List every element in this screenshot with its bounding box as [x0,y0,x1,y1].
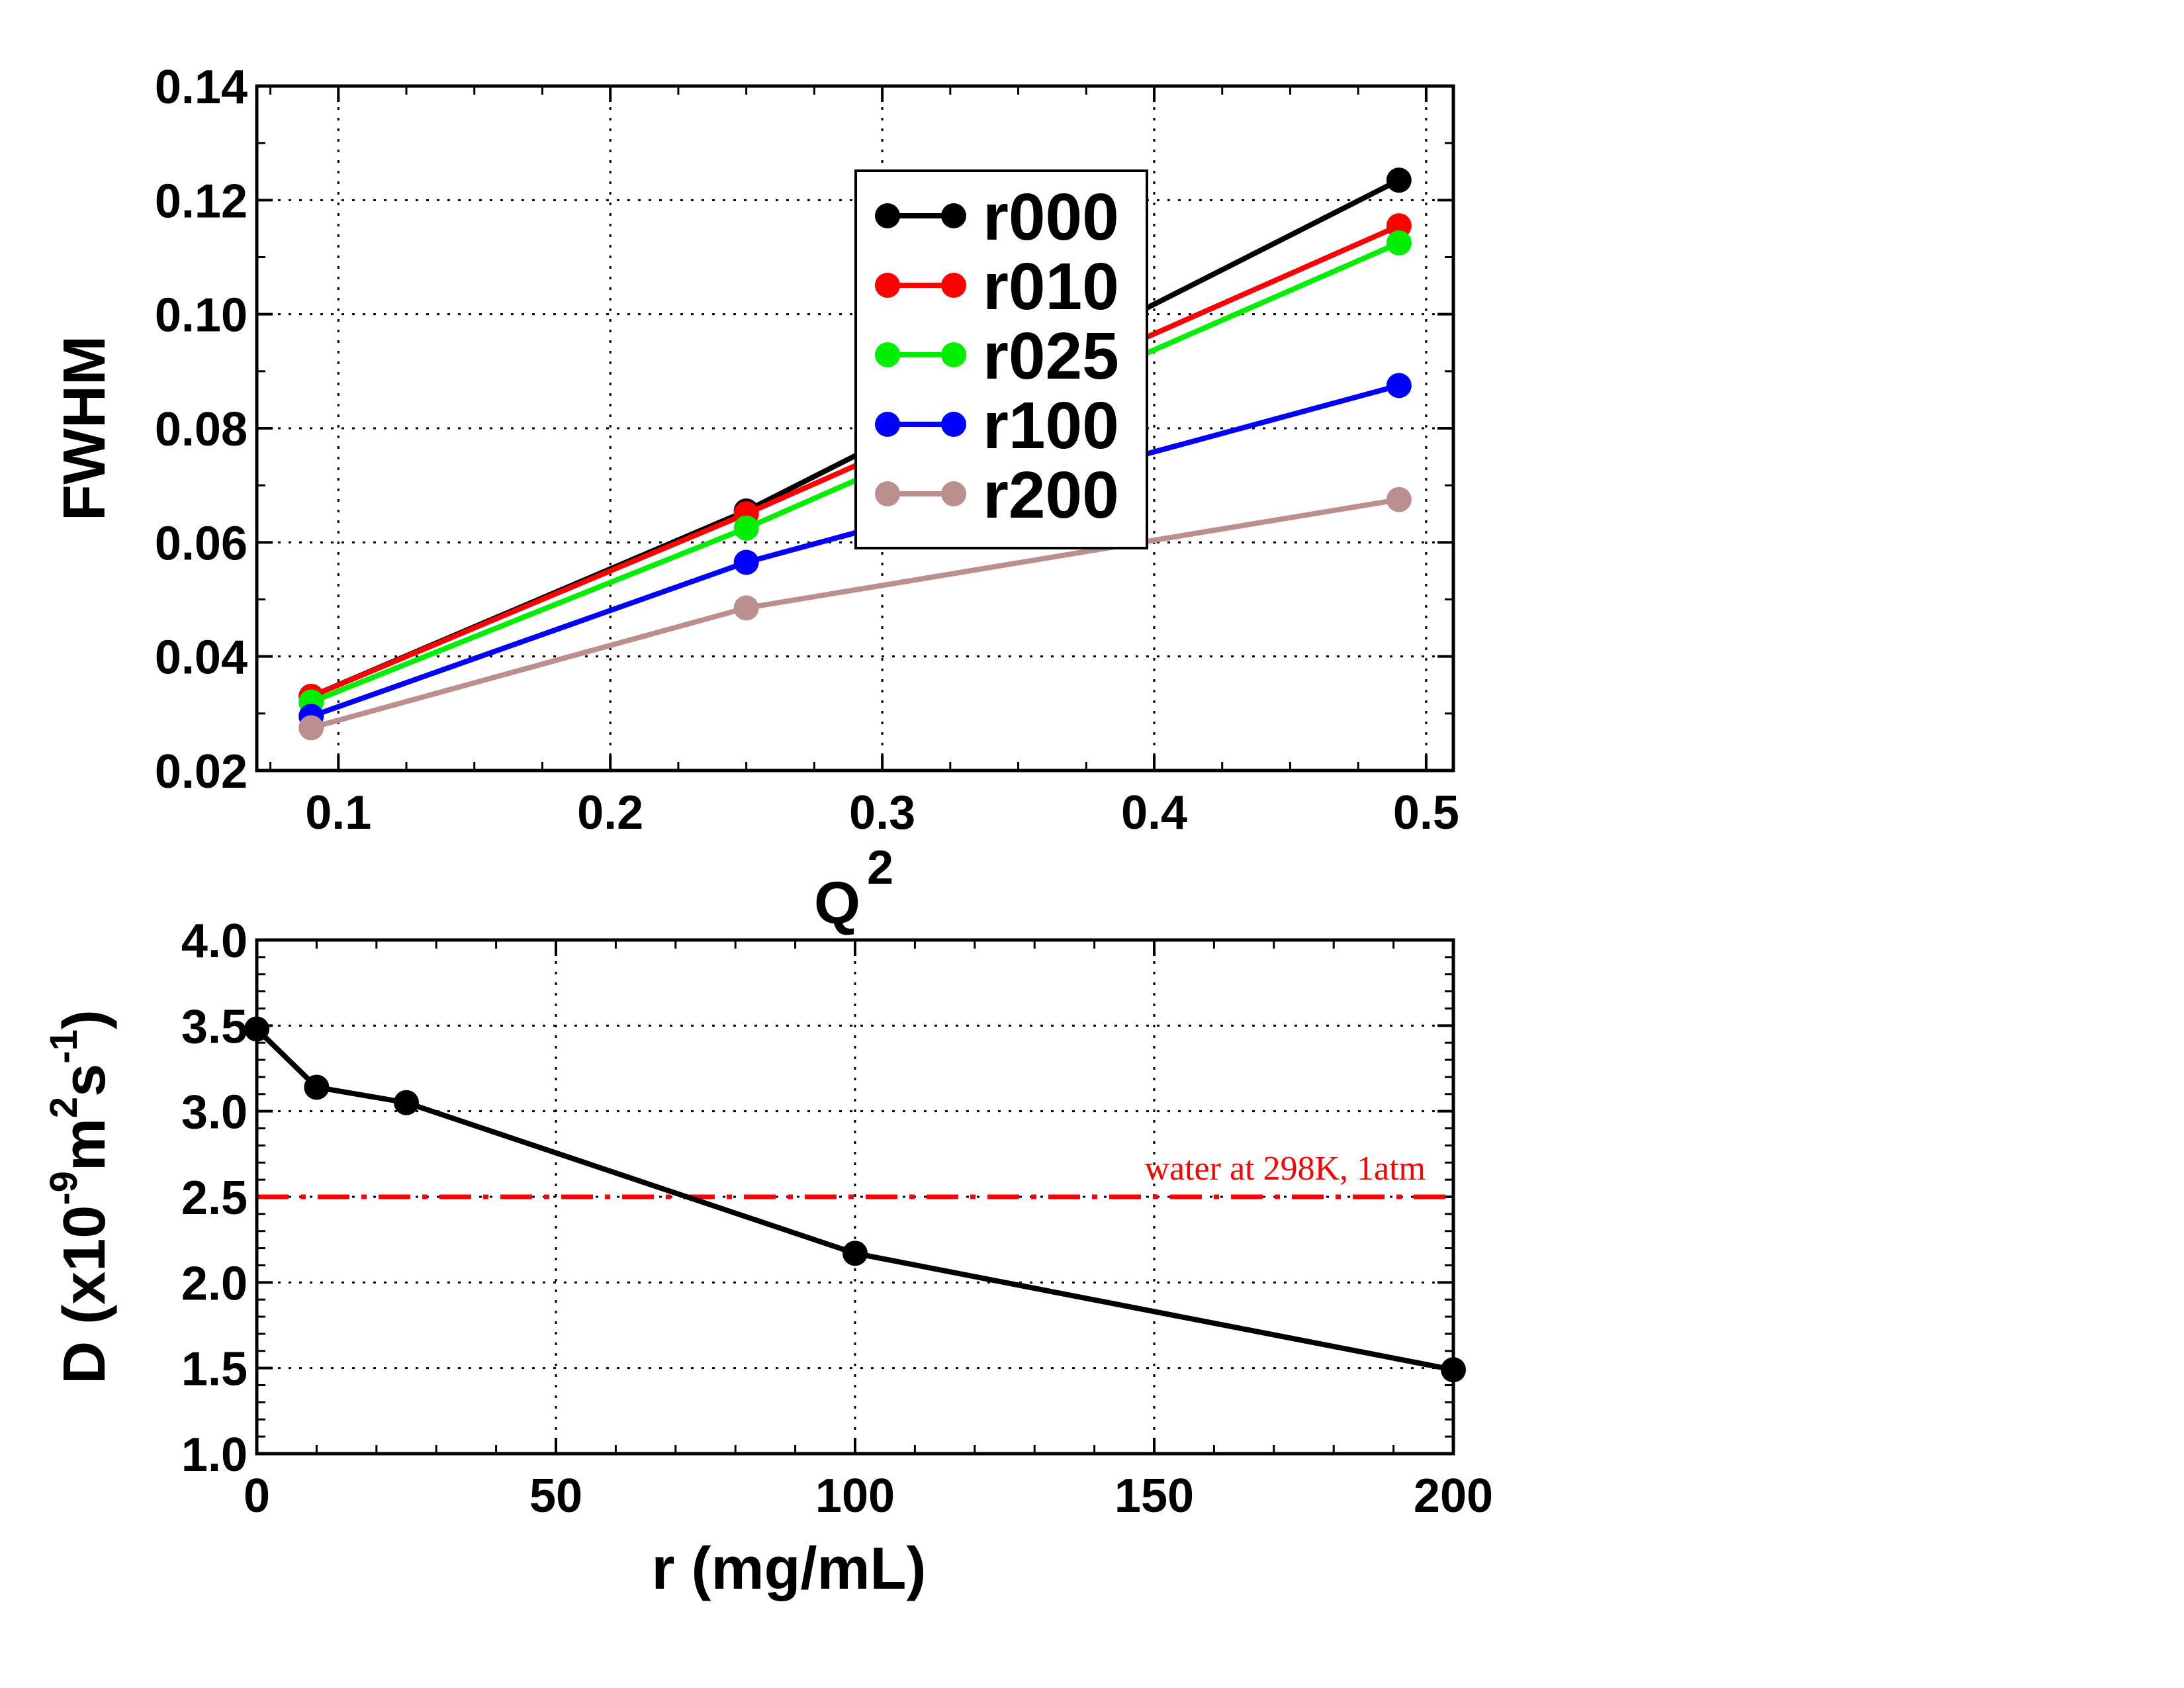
data-point-r025-1 [733,515,759,541]
diffusion-chart: 0 50 100 150 200 1.0 1.5 2.0 2.5 3.0 3.5 4.0 water a… [42,915,1493,1602]
x-axis-title: r (mg/mL) [652,1536,927,1602]
legend-marker-r000 [875,203,900,228]
legend-label-r000: r000 [983,180,1119,254]
legend-label-r200: r200 [983,458,1119,532]
legend-marker-r200 [941,481,966,506]
legend-marker-r025 [875,342,900,367]
x-tick-label: 150 [1115,1470,1194,1523]
y-axis-title-part: -9 [42,1171,85,1205]
x-tick-label: 0.4 [1121,786,1187,839]
y-tick-label: 1.0 [181,1429,248,1481]
y-axis-title-part: ) [52,1009,118,1029]
data-point-0-1 [304,1074,330,1100]
y-tick-label: 0.04 [155,632,248,684]
y-axis-title: D (x10-9m2s-1) [42,1009,118,1384]
y-axis-title-part: -1 [42,1029,85,1064]
y-tick-label: 3.0 [181,1086,248,1139]
x-tick-label: 0.1 [305,786,371,839]
y-axis-title-part: D (x10 [52,1205,118,1384]
data-point-0-3 [842,1241,868,1266]
x-tick-label: 200 [1414,1470,1493,1523]
legend-label-r010: r010 [983,250,1119,324]
legend-marker-r010 [875,273,900,298]
x-tick-label: 50 [529,1470,582,1523]
data-point-r100-1 [733,549,759,575]
data-point-r200-0 [298,715,324,741]
x-tick-label: 0 [244,1470,270,1523]
legend-marker-r100 [941,412,966,437]
y-tick-label: 4.0 [181,915,248,968]
data-point-r100-2 [1386,373,1412,399]
legend-label-r025: r025 [983,319,1119,393]
plot-frame [255,84,1455,773]
legend-marker-r010 [941,273,966,298]
x-tick-label: 0.5 [1393,786,1459,839]
x-axis-title-superscript: 2 [867,841,893,894]
x-axis-title: Q [814,870,860,937]
y-tick-label: 0.12 [155,175,248,228]
data-point-r000-2 [1386,167,1412,193]
y-axis-title-part: m [52,1118,118,1171]
legend-marker-r200 [875,481,900,506]
y-axis-title-part: s [52,1064,118,1097]
y-tick-label: 0.14 [155,61,248,114]
x-tick-label: 0.3 [849,786,915,839]
y-tick-label: 2.5 [181,1172,248,1225]
plot-frame [255,938,1455,1456]
data-point-r025-2 [1386,230,1412,256]
y-axis-title-part: 2 [42,1097,85,1118]
legend-box [854,169,1148,549]
data-point-0-2 [394,1090,419,1115]
y-tick-label: 3.5 [181,1000,248,1053]
legend-marker-r000 [941,203,966,228]
x-tick-label: 100 [815,1470,895,1523]
reference-line-label: water at 298K, 1atm [1144,1150,1426,1188]
y-tick-label: 0.02 [155,745,248,798]
data-point-r200-2 [1386,487,1412,512]
y-tick-label: 0.08 [155,403,248,456]
y-axis-title: FWHM [52,336,118,521]
legend-label-r100: r100 [983,389,1119,463]
y-tick-label: 1.5 [181,1343,248,1396]
legend-marker-r025 [941,342,966,367]
legend-marker-r100 [875,412,900,437]
data-point-r200-1 [733,595,759,621]
y-tick-label: 0.06 [155,517,248,570]
y-tick-label: 2.0 [181,1257,248,1310]
x-tick-label: 0.2 [577,786,643,839]
fwhm-chart: 0.1 0.2 0.3 0.4 0.5 0.02 0.04 0.06 0.08 0.10 0.12 0… [52,61,1459,937]
y-tick-label: 0.10 [155,289,248,342]
